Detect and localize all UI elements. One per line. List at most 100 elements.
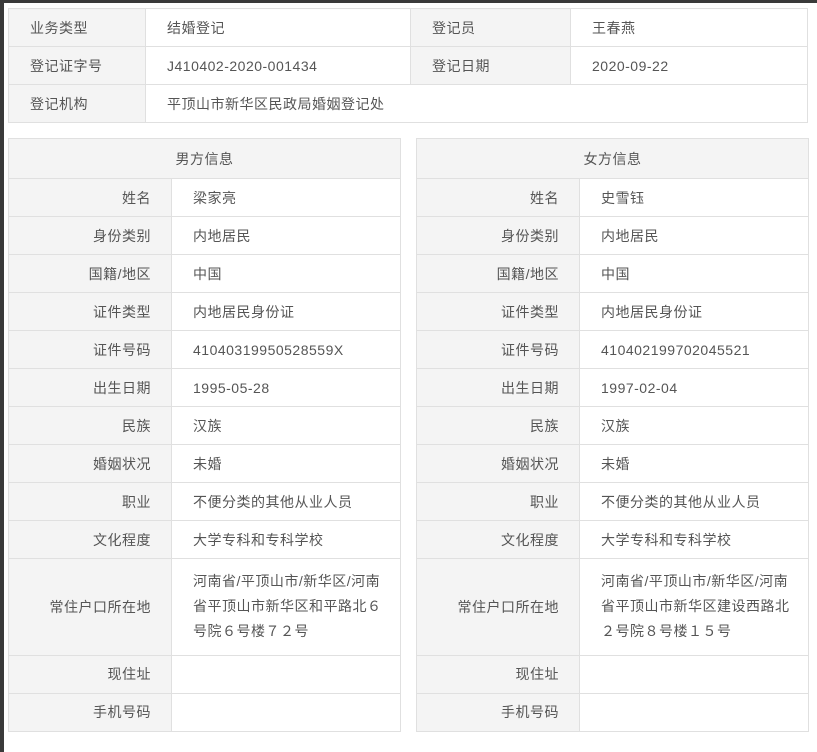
table-row: 民族 汉族 (8, 406, 401, 445)
field-label: 证件类型 (416, 292, 580, 331)
field-value: 河南省/平顶山市/新华区/河南省平顶山市新华区和平路北６号院６号楼７２号 (171, 558, 401, 656)
field-label: 职业 (8, 482, 172, 521)
table-row: 国籍/地区 中国 (8, 254, 401, 293)
field-value: 41040319950528559X (171, 330, 401, 369)
registration-agency-value: 平顶山市新华区民政局婚姻登记处 (145, 84, 808, 123)
table-row: 证件号码 41040319950528559X (8, 330, 401, 369)
field-value: 汉族 (171, 406, 401, 445)
table-row: 业务类型 结婚登记 登记员 王春燕 (8, 8, 808, 47)
field-value: 中国 (579, 254, 809, 293)
field-label: 文化程度 (8, 520, 172, 559)
business-type-label: 业务类型 (8, 8, 146, 47)
field-value (579, 692, 809, 732)
field-value: 未婚 (579, 444, 809, 483)
table-row: 国籍/地区 中国 (416, 254, 809, 293)
table-row: 现住址 (8, 654, 401, 694)
table-row: 男方信息 (8, 138, 401, 179)
field-label: 婚姻状况 (8, 444, 172, 483)
field-value: 内地居民 (171, 216, 401, 255)
table-row: 身份类别 内地居民 (8, 216, 401, 255)
certificate-number-value: J410402-2020-001434 (145, 46, 411, 85)
registration-agency-label: 登记机构 (8, 84, 146, 123)
field-label: 手机号码 (416, 692, 580, 732)
table-row: 手机号码 (416, 692, 809, 732)
field-value: 1997-02-04 (579, 368, 809, 407)
table-row: 姓名 史雪钰 (416, 178, 809, 217)
field-label: 出生日期 (8, 368, 172, 407)
field-label: 手机号码 (8, 692, 172, 732)
table-row: 证件类型 内地居民身份证 (8, 292, 401, 331)
table-row: 身份类别 内地居民 (416, 216, 809, 255)
field-value: 1995-05-28 (171, 368, 401, 407)
table-row: 出生日期 1997-02-04 (416, 368, 809, 407)
field-value: 中国 (171, 254, 401, 293)
parties-section: 男方信息 姓名 梁家亮 身份类别 内地居民 国籍/地区 中国 证件类型 内地居民… (8, 138, 809, 732)
field-label: 职业 (416, 482, 580, 521)
registrar-label: 登记员 (410, 8, 571, 47)
field-label: 出生日期 (416, 368, 580, 407)
table-row: 出生日期 1995-05-28 (8, 368, 401, 407)
table-row: 常住户口所在地 河南省/平顶山市/新华区/河南省平顶山市新华区和平路北６号院６号… (8, 558, 401, 656)
female-info-table: 女方信息 姓名 史雪钰 身份类别 内地居民 国籍/地区 中国 证件类型 内地居民… (416, 138, 809, 732)
field-label: 常住户口所在地 (8, 558, 172, 656)
table-row: 文化程度 大学专科和专科学校 (416, 520, 809, 559)
male-info-title: 男方信息 (8, 138, 401, 179)
business-type-value: 结婚登记 (145, 8, 411, 47)
field-value: 410402199702045521 (579, 330, 809, 369)
field-label: 文化程度 (416, 520, 580, 559)
field-value (579, 654, 809, 694)
field-label: 婚姻状况 (416, 444, 580, 483)
field-label: 国籍/地区 (416, 254, 580, 293)
field-label: 国籍/地区 (8, 254, 172, 293)
table-row: 现住址 (416, 654, 809, 694)
field-value: 内地居民身份证 (171, 292, 401, 331)
field-label: 身份类别 (416, 216, 580, 255)
field-value: 内地居民身份证 (579, 292, 809, 331)
field-value: 不便分类的其他从业人员 (579, 482, 809, 521)
table-row: 职业 不便分类的其他从业人员 (8, 482, 401, 521)
field-label: 民族 (416, 406, 580, 445)
field-value: 河南省/平顶山市/新华区/河南省平顶山市新华区建设西路北２号院８号楼１５号 (579, 558, 809, 656)
table-row: 手机号码 (8, 692, 401, 732)
field-value: 汉族 (579, 406, 809, 445)
table-row: 文化程度 大学专科和专科学校 (8, 520, 401, 559)
table-row: 登记机构 平顶山市新华区民政局婚姻登记处 (8, 84, 808, 123)
field-label: 现住址 (416, 654, 580, 694)
field-label: 常住户口所在地 (416, 558, 580, 656)
table-row: 登记证字号 J410402-2020-001434 登记日期 2020-09-2… (8, 46, 808, 85)
table-row: 职业 不便分类的其他从业人员 (416, 482, 809, 521)
field-value: 内地居民 (579, 216, 809, 255)
table-row: 女方信息 (416, 138, 809, 179)
field-label: 民族 (8, 406, 172, 445)
registrar-value: 王春燕 (570, 8, 808, 47)
field-value: 梁家亮 (171, 178, 401, 217)
table-row: 常住户口所在地 河南省/平顶山市/新华区/河南省平顶山市新华区建设西路北２号院８… (416, 558, 809, 656)
field-label: 姓名 (416, 178, 580, 217)
male-info-table: 男方信息 姓名 梁家亮 身份类别 内地居民 国籍/地区 中国 证件类型 内地居民… (8, 138, 401, 732)
table-row: 婚姻状况 未婚 (416, 444, 809, 483)
certificate-number-label: 登记证字号 (8, 46, 146, 85)
field-label: 身份类别 (8, 216, 172, 255)
marriage-registration-record: 业务类型 结婚登记 登记员 王春燕 登记证字号 J410402-2020-001… (8, 8, 809, 732)
field-value: 不便分类的其他从业人员 (171, 482, 401, 521)
table-row: 证件号码 410402199702045521 (416, 330, 809, 369)
female-info-title: 女方信息 (416, 138, 809, 179)
field-label: 证件类型 (8, 292, 172, 331)
field-value (171, 654, 401, 694)
table-row: 姓名 梁家亮 (8, 178, 401, 217)
registration-date-label: 登记日期 (410, 46, 571, 85)
field-label: 证件号码 (8, 330, 172, 369)
field-label: 姓名 (8, 178, 172, 217)
field-value: 未婚 (171, 444, 401, 483)
table-row: 证件类型 内地居民身份证 (416, 292, 809, 331)
field-label: 现住址 (8, 654, 172, 694)
field-value: 大学专科和专科学校 (579, 520, 809, 559)
table-row: 婚姻状况 未婚 (8, 444, 401, 483)
table-row: 民族 汉族 (416, 406, 809, 445)
registration-date-value: 2020-09-22 (570, 46, 808, 85)
field-value (171, 692, 401, 732)
field-value: 史雪钰 (579, 178, 809, 217)
registration-summary-table: 业务类型 结婚登记 登记员 王春燕 登记证字号 J410402-2020-001… (8, 8, 808, 123)
field-value: 大学专科和专科学校 (171, 520, 401, 559)
